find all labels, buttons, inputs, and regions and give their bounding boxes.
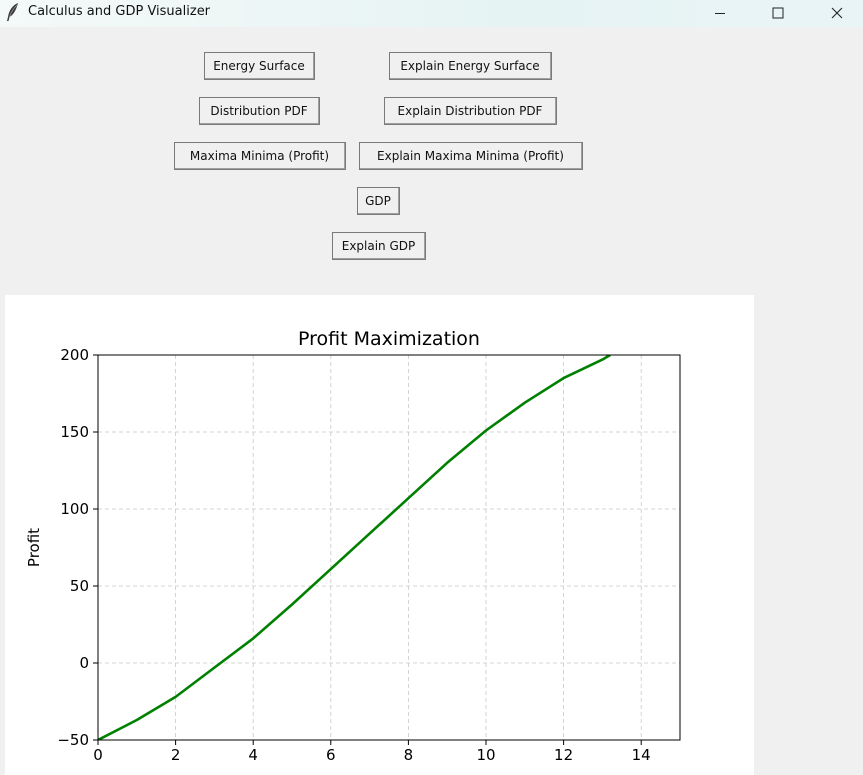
x-tick-label: 12 — [554, 746, 573, 764]
explain-distribution-pdf-button[interactable]: Explain Distribution PDF — [384, 97, 557, 125]
plot-canvas: 0 2 4 6 8 10 12 14 −50 0 50 100 150 200 Profit Maximiz… — [5, 295, 754, 775]
explain-maxima-minima-button[interactable]: Explain Maxima Minima (Profit) — [359, 142, 583, 170]
chart-title: Profit Maximization — [298, 328, 480, 350]
window-title: Calculus and GDP Visualizer — [28, 4, 211, 19]
x-tick-label: 6 — [326, 746, 336, 764]
energy-surface-button[interactable]: Energy Surface — [204, 52, 315, 80]
close-icon — [831, 4, 843, 23]
profit-line — [98, 355, 611, 740]
x-tick-label: 8 — [404, 746, 414, 764]
y-tick-label: 200 — [60, 346, 89, 364]
explain-energy-surface-button[interactable]: Explain Energy Surface — [389, 52, 552, 80]
x-tick-label: 2 — [171, 746, 181, 764]
y-tick-label: 100 — [60, 500, 89, 518]
y-tick-label: −50 — [57, 731, 89, 749]
maximize-icon — [772, 4, 784, 23]
distribution-pdf-button[interactable]: Distribution PDF — [199, 97, 320, 125]
y-axis-label: Profit — [25, 528, 43, 567]
close-button[interactable] — [814, 0, 860, 27]
minimize-icon — [714, 4, 726, 23]
feather-icon — [4, 2, 22, 22]
y-tick-label: 150 — [60, 423, 89, 441]
y-tick-label: 50 — [70, 577, 89, 595]
x-tick-label: 10 — [476, 746, 495, 764]
minimize-button[interactable] — [697, 0, 743, 27]
x-tick-label: 14 — [632, 746, 651, 764]
explain-gdp-button[interactable]: Explain GDP — [332, 232, 426, 260]
maximize-button[interactable] — [755, 0, 801, 27]
gdp-button[interactable]: GDP — [357, 187, 400, 215]
y-tick-label: 0 — [79, 654, 89, 672]
plot-frame — [97, 354, 681, 741]
maxima-minima-button[interactable]: Maxima Minima (Profit) — [174, 142, 346, 170]
x-tick-label: 0 — [93, 746, 103, 764]
window-titlebar: Calculus and GDP Visualizer — [0, 0, 863, 27]
x-tick-label: 4 — [248, 746, 258, 764]
